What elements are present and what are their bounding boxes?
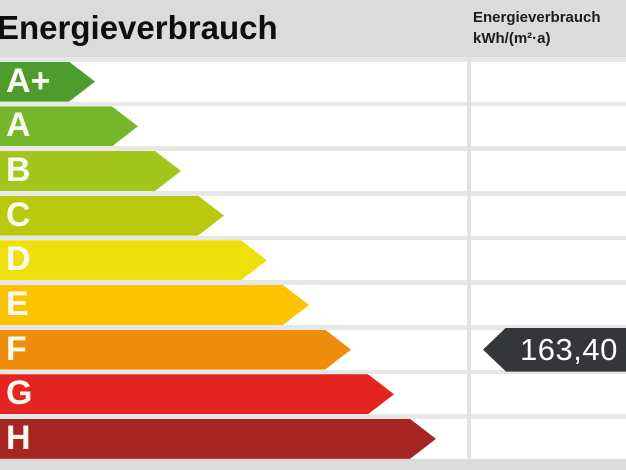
unit-header-line2: kWh/(m²·a) <box>473 30 551 47</box>
header-bar: Energieverbrauch Energieverbrauch kWh/(m… <box>0 0 626 57</box>
row-separator <box>0 280 626 285</box>
unit-header-line1: Energieverbrauch <box>473 9 601 26</box>
row-separator <box>0 190 626 196</box>
column-divider <box>467 57 471 459</box>
value-text: 163,40 <box>520 331 618 367</box>
energy-class-row: A+ <box>0 57 626 102</box>
footer-strip <box>0 459 626 470</box>
class-arrow: E <box>0 285 309 325</box>
class-letter: B <box>6 150 31 189</box>
class-letter: G <box>6 374 33 413</box>
energy-class-row: F <box>0 324 626 370</box>
energy-class-row: G <box>0 369 626 415</box>
row-separator <box>0 57 626 62</box>
class-arrow: C <box>0 196 224 236</box>
energy-class-row: A <box>0 101 626 147</box>
class-arrow: A+ <box>0 62 95 102</box>
class-arrow: A <box>0 106 138 146</box>
class-arrow: F <box>0 330 351 370</box>
class-letter: A+ <box>6 61 51 100</box>
page-title: Energieverbrauch <box>0 9 278 46</box>
class-arrow: H <box>0 419 436 459</box>
row-separator <box>0 235 626 241</box>
unit-header: Energieverbrauch kWh/(m²·a) <box>473 7 601 49</box>
value-badge: 163,40 <box>483 327 626 372</box>
energy-scale: 163,40 A+ A B C D E <box>0 57 626 459</box>
class-arrow: G <box>0 374 394 414</box>
row-separator <box>0 101 626 107</box>
class-letter: C <box>6 195 31 234</box>
class-letter: F <box>6 329 27 368</box>
class-letter: H <box>6 418 31 457</box>
energy-class-row: D <box>0 235 626 281</box>
energy-class-row: H <box>0 414 626 459</box>
row-separator <box>0 414 626 419</box>
energy-class-row: B <box>0 146 626 191</box>
class-arrow: B <box>0 151 181 191</box>
row-separator <box>0 324 626 330</box>
class-arrow: D <box>0 240 267 280</box>
energy-class-row: C <box>0 190 626 236</box>
row-separator <box>0 146 626 151</box>
class-letter: A <box>6 106 31 145</box>
energy-class-row: E <box>0 280 626 325</box>
class-letter: D <box>6 240 31 279</box>
row-separator <box>0 369 626 375</box>
class-letter: E <box>6 284 29 323</box>
